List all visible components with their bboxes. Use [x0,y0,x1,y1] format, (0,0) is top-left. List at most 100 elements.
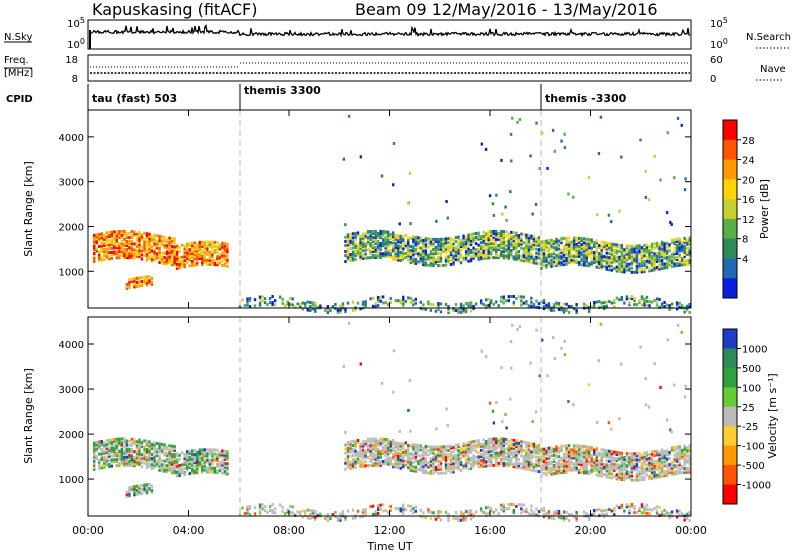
power-cell [647,198,651,202]
power-cell [100,244,103,248]
velocity-cell [359,452,362,456]
power-cell [374,245,377,249]
velocity-cell [314,517,317,521]
power-cell [628,264,631,268]
power-cell [613,301,616,305]
velocity-cell [371,512,375,516]
power-cell [341,304,345,308]
velocity-cell [660,470,664,474]
velocity-cell [520,444,523,448]
velocity-cell [516,327,519,331]
velocity-cell [454,447,458,451]
power-cell [610,252,613,256]
power-cell [444,302,448,306]
power-cell [670,262,674,266]
power-cell [160,259,164,263]
power-cell [598,264,601,268]
power-cell [472,236,475,240]
power-cell [140,276,144,280]
velocity-cell [414,469,418,473]
velocity-cell [660,512,664,516]
velocity-cell [392,443,395,447]
velocity-cell [216,456,219,460]
velocity-cell [522,454,526,458]
power-cell [359,235,362,239]
power-cell [185,250,189,254]
power-cell [515,253,518,257]
velocity-cell [650,476,654,480]
velocity-cell [487,437,490,441]
power-cell [113,250,116,254]
velocity-cell [598,465,601,469]
velocity-cell [191,451,194,455]
velocity-cell [145,462,149,466]
velocity-cell [188,457,191,461]
power-cell [487,242,490,246]
velocity-cell [379,503,382,507]
power-cell [610,244,613,248]
power-cell [359,243,362,247]
velocity-cell [130,451,134,455]
velocity-cell [645,503,649,507]
power-cell [173,253,176,257]
velocity-cell [138,460,141,464]
power-cell [143,249,146,253]
power-cell [663,254,666,258]
velocity-cell [655,509,659,513]
velocity-cell [650,468,654,472]
power-cell [160,257,164,261]
velocity-cell [593,450,596,454]
velocity-cell [685,512,689,516]
power-cell [145,275,149,279]
power-cell [175,258,179,262]
power-cell [688,304,691,308]
power-cell [618,263,621,267]
velocity-cell [381,439,385,443]
velocity-cell [424,451,428,455]
power-cell [98,250,101,254]
velocity-cell [613,468,616,472]
power-cell [467,239,470,243]
power-cell [437,237,440,241]
power-cell [525,259,528,263]
velocity-cell [653,460,656,464]
power-cell [678,243,681,247]
power-cell [457,259,460,263]
velocity-cell [630,464,634,468]
power-cell [655,255,659,259]
velocity-cell [175,466,179,470]
power-cell [618,209,621,213]
velocity-cell [527,457,531,461]
power-cell [570,252,573,256]
power-cell [379,229,382,233]
power-cell [155,242,159,246]
power-cell [633,303,636,307]
velocity-cell [103,445,106,449]
power-cell [95,237,98,241]
power-cell [356,243,360,247]
power-cell [495,254,498,258]
velocity-cell [577,468,581,472]
power-cell [464,250,468,254]
velocity-cell [469,458,473,462]
velocity-cell [469,440,473,444]
velocity-cell [490,437,493,441]
power-cell [429,261,433,265]
power-cell [452,248,455,252]
velocity-cell [306,516,309,520]
velocity-cell [98,444,101,448]
velocity-cell [175,460,179,464]
power-cell [467,247,470,251]
velocity-cell [364,512,367,516]
velocity-cell [326,519,330,523]
power-cell [201,258,204,262]
velocity-cell [454,459,458,463]
velocity-cell [442,471,445,475]
velocity-cell [93,465,96,469]
velocity-cell [170,452,174,456]
power-cell [258,301,262,305]
velocity-cell [525,453,528,457]
velocity-cell [346,449,350,453]
velocity-cell [170,448,174,452]
